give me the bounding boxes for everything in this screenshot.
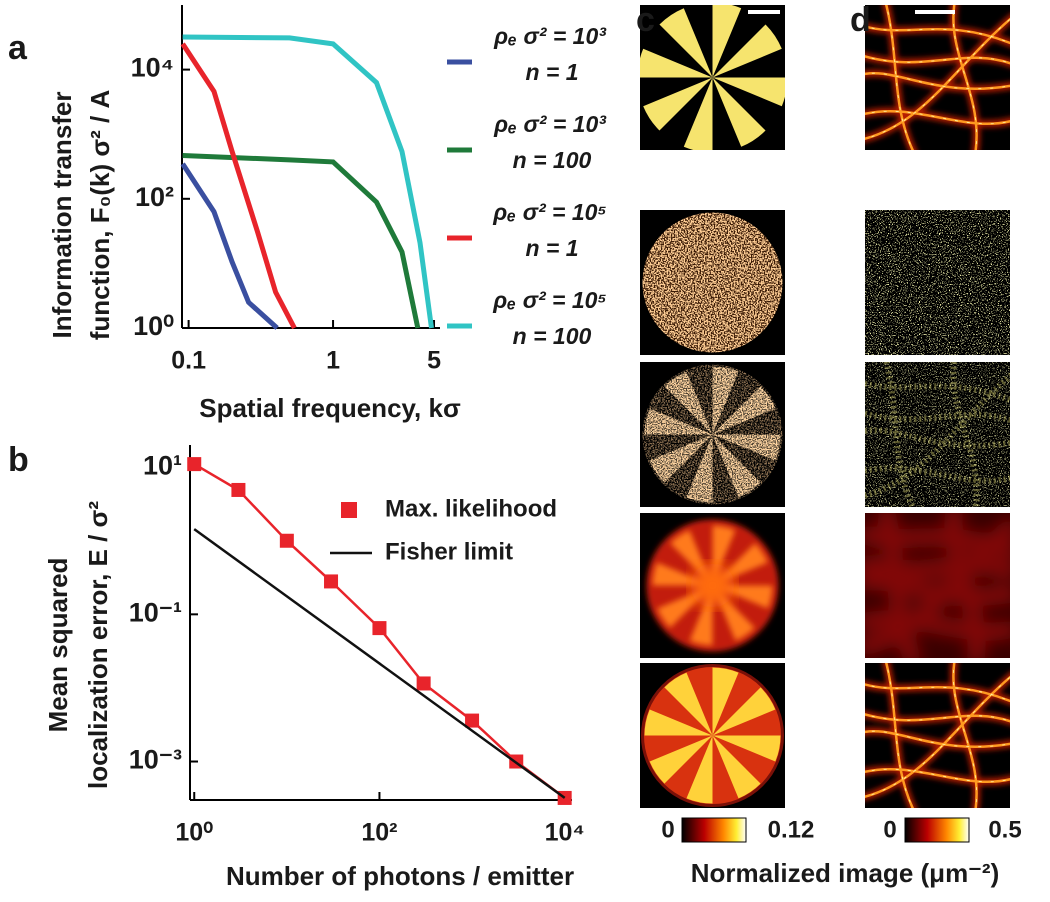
x-tick-label: 0.1 <box>171 347 206 375</box>
series-line <box>193 528 566 799</box>
panel-label: b <box>8 441 29 479</box>
y-tick-label: 10⁻³ <box>129 745 182 775</box>
x-tick-label: 1 <box>326 347 340 375</box>
x-tick-label: 10⁰ <box>175 819 213 847</box>
legend-label: n = 100 <box>513 147 592 173</box>
legend-label: ρₑ σ² = 10³ <box>493 23 607 49</box>
panel-label: a <box>8 29 28 67</box>
x-axis-label: Number of photons / emitter <box>226 861 574 891</box>
data-point <box>231 482 246 497</box>
legend-label: ρₑ σ² = 10³ <box>493 111 607 137</box>
legend-label: n = 1 <box>525 59 578 85</box>
image-tile <box>865 663 1010 808</box>
image-tile <box>865 5 1010 150</box>
image-tile <box>640 362 785 507</box>
data-point <box>416 676 431 691</box>
colorbar <box>681 817 747 843</box>
legend-swatch <box>341 502 357 518</box>
image-tile <box>640 513 785 658</box>
series-line <box>182 153 421 329</box>
chart: 0.1 1 5 10⁰ 10² 10⁴ Spatial frequency, kσ Infor… <box>47 5 607 423</box>
colorbar-tick-label: 0.5 <box>988 816 1021 843</box>
series-line <box>180 42 297 330</box>
series-line <box>182 34 434 329</box>
data-point <box>187 457 202 472</box>
x-tick-label: 5 <box>427 347 441 375</box>
legend-label: ρₑ σ² = 10⁵ <box>492 287 607 313</box>
image-tile <box>865 362 1010 507</box>
y-tick-label: 10¹ <box>143 450 182 480</box>
image-tile <box>865 210 1010 355</box>
data-point <box>465 713 480 728</box>
y-axis-label: localization error, E / σ² <box>83 501 113 789</box>
image-tile <box>640 5 785 150</box>
colorbar-tick-label: 0 <box>661 816 674 843</box>
data-point <box>372 621 387 636</box>
y-axis-label: Information transfer <box>47 91 77 338</box>
legend-label: Fisher limit <box>385 538 513 565</box>
colorbar-tick-label: 0 <box>883 816 896 843</box>
image-tile <box>865 513 1010 658</box>
x-tick-label: 10⁴ <box>545 819 585 847</box>
y-axis-label: function, F₀(k) σ² / A <box>85 90 115 341</box>
legend-label: Max. likelihood <box>385 495 557 522</box>
y-tick-label: 10⁰ <box>133 311 174 341</box>
series-line <box>180 162 279 330</box>
data-point <box>279 533 294 548</box>
legend-label: n = 100 <box>513 323 592 349</box>
y-tick-label: 10² <box>135 182 174 212</box>
image-tile <box>640 663 785 808</box>
colorbar-label: Normalized image (μm⁻²) <box>691 858 999 888</box>
legend-label: ρₑ σ² = 10⁵ <box>492 199 607 225</box>
panel-label: d <box>850 1 871 39</box>
x-axis-label: Spatial frequency, kσ <box>199 393 461 423</box>
image-panels <box>640 5 1010 808</box>
data-point <box>324 574 339 589</box>
colorbar-tick-label: 0.12 <box>768 816 815 843</box>
panel-label: c <box>636 1 655 39</box>
y-axis-label: Mean squared <box>43 558 73 733</box>
colorbar <box>904 817 970 843</box>
y-tick-label: 10⁻¹ <box>129 597 182 627</box>
x-tick-label: 10² <box>361 819 397 847</box>
image-tile <box>640 210 785 355</box>
legend-label: n = 1 <box>525 235 578 261</box>
y-tick-label: 10⁴ <box>131 53 174 83</box>
chart: 10⁰ 10² 10⁴ 10¹ 10⁻¹ 10⁻³ Number of photons / … <box>43 445 585 891</box>
